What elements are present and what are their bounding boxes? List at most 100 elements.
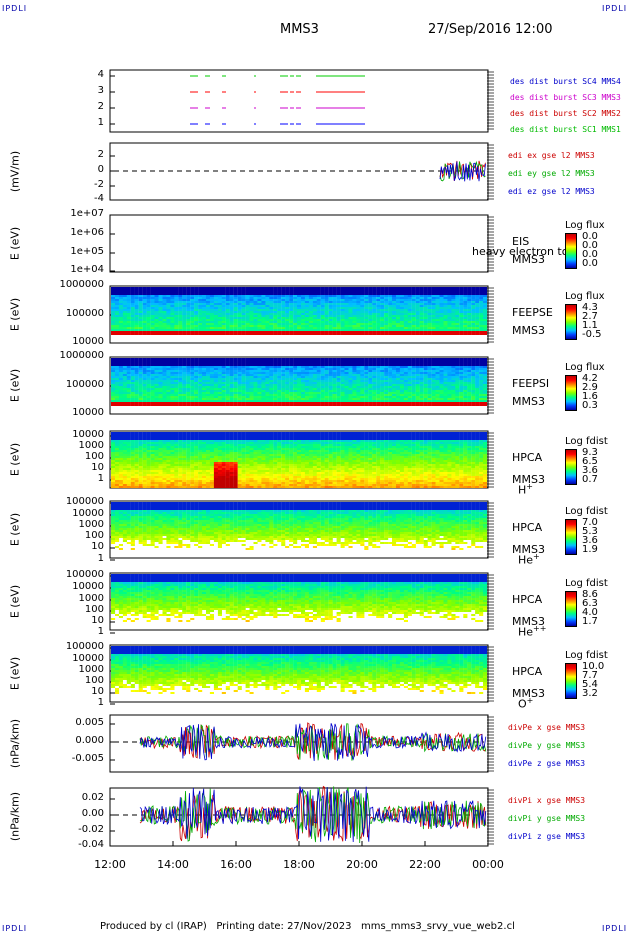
heatmap-cell — [166, 305, 171, 307]
heatmap-cell — [301, 372, 306, 374]
heatmap-cell — [253, 364, 258, 366]
heatmap-cell — [340, 374, 345, 376]
heatmap-cell — [126, 480, 131, 482]
heatmap-cell — [126, 362, 131, 364]
heatmap-cell — [443, 364, 448, 366]
heatmap-cell — [447, 386, 452, 388]
heatmap-cell — [277, 364, 282, 366]
heatmap-cell — [269, 319, 274, 321]
heatmap-cell — [340, 331, 345, 333]
heatmap-cell — [217, 321, 222, 323]
heatmap-cell — [166, 329, 171, 331]
heatmap-cell — [138, 438, 143, 440]
heatmap-cell — [142, 474, 147, 476]
heatmap-cell — [320, 301, 325, 303]
heatmap-cell — [320, 386, 325, 388]
heatmap-cell — [225, 374, 230, 376]
heatmap-cell — [411, 362, 416, 364]
heatmap-cell — [419, 390, 424, 392]
heatmap-cell — [221, 400, 226, 402]
heatmap-cell — [122, 392, 127, 394]
heatmap-cell — [261, 325, 266, 327]
heatmap-cell — [407, 388, 412, 390]
heatmap-cell — [396, 392, 401, 394]
heatmap-cell — [115, 327, 120, 329]
heatmap-cell — [158, 370, 163, 372]
heatmap-cell — [253, 317, 258, 319]
heatmap-cell — [479, 392, 484, 394]
heatmap-cell — [392, 311, 397, 313]
heatmap-cell — [261, 370, 266, 372]
heatmap-cell — [415, 360, 420, 362]
heatmap-cell — [150, 464, 155, 466]
heatmap-cell — [146, 484, 151, 486]
heatmap-cell — [415, 291, 420, 293]
heatmap-cell — [376, 329, 381, 331]
heatmap-cell — [186, 396, 191, 398]
heatmap-cell — [471, 388, 476, 390]
heatmap-cell — [162, 362, 167, 364]
heatmap-cell — [174, 307, 179, 309]
heatmap-cell — [257, 329, 262, 331]
heatmap-cell — [134, 305, 139, 307]
heatmap-cell — [281, 364, 286, 366]
heatmap-cell — [174, 370, 179, 372]
heatmap-cell — [427, 331, 432, 333]
heatmap-cell — [206, 317, 211, 319]
heatmap-cell — [340, 376, 345, 378]
heatmap-cell — [332, 331, 337, 333]
corner-label-bottom-right: IPDLI — [602, 924, 628, 933]
heatmap-cell — [360, 293, 365, 295]
heatmap-cell — [213, 400, 218, 402]
heatmap-cell — [206, 323, 211, 325]
heatmap-cell — [463, 325, 468, 327]
heatmap-cell — [360, 376, 365, 378]
heatmap-cell — [320, 311, 325, 313]
heatmap-cell — [360, 382, 365, 384]
heatmap-cell — [269, 370, 274, 372]
heatmap-cell — [340, 362, 345, 364]
heatmap-cell — [138, 372, 143, 374]
heatmap-cell — [312, 360, 317, 362]
heatmap-cell — [336, 394, 341, 396]
heatmap-cell — [356, 390, 361, 392]
heatmap-cell — [439, 315, 444, 317]
heatmap-cell — [304, 404, 309, 406]
heatmap-cell — [399, 394, 404, 396]
heatmap-cell — [328, 370, 333, 372]
heatmap-cell — [427, 291, 432, 293]
heatmap-cell — [407, 317, 412, 319]
heatmap-cell — [356, 366, 361, 368]
heatmap-cell — [328, 392, 333, 394]
heatmap-cell — [411, 287, 416, 289]
heatmap-cell — [376, 362, 381, 364]
heatmap-cell — [118, 368, 123, 370]
heatmap-cell — [289, 376, 294, 378]
heatmap-cell — [146, 402, 151, 404]
heatmap-cell — [146, 307, 151, 309]
heatmap-cell — [384, 394, 389, 396]
heatmap-cell — [166, 366, 171, 368]
heatmap-cell — [483, 295, 488, 297]
heatmap-cell — [142, 394, 147, 396]
heatmap-cell — [332, 400, 337, 402]
heatmap-cell — [423, 398, 428, 400]
heatmap-cell — [213, 364, 218, 366]
heatmap-cell — [217, 311, 222, 313]
heatmap-cell — [158, 303, 163, 305]
heatmap-cell — [419, 376, 424, 378]
heatmap-cell — [162, 378, 167, 380]
heatmap-cell — [348, 333, 353, 335]
heatmap-cell — [483, 325, 488, 327]
heatmap-cell — [182, 384, 187, 386]
heatmap-cell — [399, 380, 404, 382]
heatmap-cell — [352, 358, 357, 360]
heatmap-cell — [190, 364, 195, 366]
heatmap-cell — [277, 297, 282, 299]
heatmap-cell — [111, 295, 116, 297]
heatmap-cell — [154, 382, 159, 384]
heatmap-cell — [427, 394, 432, 396]
heatmap-cell — [368, 289, 373, 291]
heatmap-cell — [344, 305, 349, 307]
heatmap-cell — [463, 323, 468, 325]
